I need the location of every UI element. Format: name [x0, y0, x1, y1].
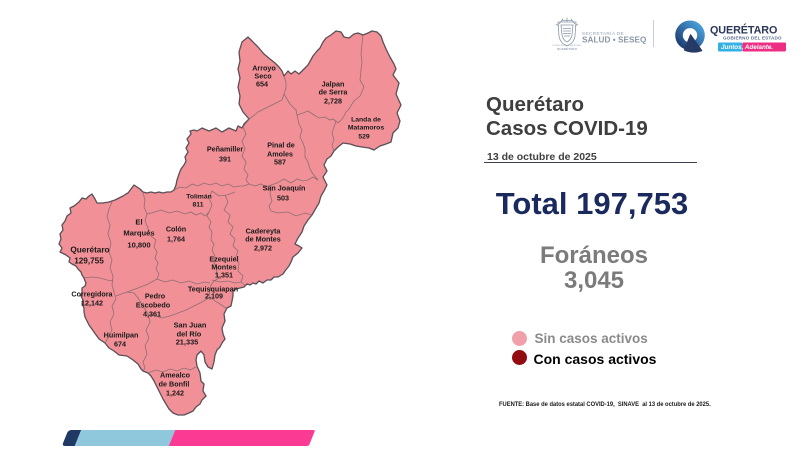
svg-text:Pedro: Pedro: [145, 292, 166, 301]
svg-text:1,764: 1,764: [167, 235, 185, 244]
svg-text:Escobedo: Escobedo: [136, 301, 171, 310]
svg-text:Amoles: Amoles: [267, 150, 293, 159]
svg-text:Marqués: Marqués: [123, 229, 154, 238]
svg-text:QUERÉTARO: QUERÉTARO: [710, 24, 777, 37]
svg-text:21,335: 21,335: [176, 338, 199, 347]
svg-text:Arroyo: Arroyo: [252, 64, 276, 73]
svg-text:Corregidora: Corregidora: [71, 290, 113, 299]
svg-text:SALUD • SESEQ: SALUD • SESEQ: [582, 35, 647, 44]
svg-text:SECRETARÍA DE: SECRETARÍA DE: [582, 30, 624, 36]
svg-text:2,728: 2,728: [324, 97, 342, 106]
svg-text:Jalpan: Jalpan: [322, 80, 345, 89]
svg-text:Matamoros: Matamoros: [348, 125, 384, 132]
svg-text:Montes: Montes: [211, 263, 236, 272]
svg-text:Tequisquiapan: Tequisquiapan: [188, 285, 238, 294]
svg-text:2,109: 2,109: [205, 292, 223, 301]
svg-text:San Juan: San Juan: [174, 321, 207, 330]
svg-text:391: 391: [219, 155, 231, 164]
svg-text:Peñamiller: Peñamiller: [207, 145, 244, 154]
svg-text:San Joaquín: San Joaquín: [263, 184, 306, 193]
svg-text:Amealco: Amealco: [160, 371, 191, 380]
svg-text:129,755: 129,755: [74, 257, 104, 266]
svg-text:Querétaro: Querétaro: [70, 246, 109, 255]
svg-text:10,800: 10,800: [127, 241, 150, 250]
svg-text:de Montes: de Montes: [245, 235, 281, 244]
svg-text:Tolimán: Tolimán: [186, 194, 212, 201]
svg-text:12,142: 12,142: [81, 299, 103, 308]
svg-text:2,972: 2,972: [254, 244, 272, 253]
svg-text:1,242: 1,242: [166, 389, 184, 398]
svg-text:Ezequiel: Ezequiel: [209, 255, 238, 264]
svg-text:QUERÉTARO: QUERÉTARO: [557, 46, 578, 51]
svg-text:503: 503: [277, 194, 289, 203]
svg-text:674: 674: [114, 340, 126, 349]
svg-text:587: 587: [274, 158, 286, 167]
svg-text:del Río: del Río: [177, 330, 202, 339]
svg-text:4,361: 4,361: [143, 310, 161, 319]
svg-text:529: 529: [358, 134, 370, 141]
svg-text:Landa de: Landa de: [351, 117, 381, 124]
svg-text:Adelante.: Adelante.: [744, 44, 774, 51]
svg-text:Juntos,: Juntos,: [721, 44, 744, 51]
svg-text:El: El: [135, 218, 142, 227]
svg-text:Pinal de: Pinal de: [267, 141, 295, 150]
svg-text:de Serra: de Serra: [319, 88, 349, 97]
svg-text:Colón: Colón: [166, 225, 186, 234]
svg-text:811: 811: [193, 202, 204, 209]
svg-text:Huimilpan: Huimilpan: [104, 331, 139, 340]
svg-text:Cadereyta: Cadereyta: [246, 227, 282, 236]
svg-text:PODER EJECUTIVO DEL ESTADO: PODER EJECUTIVO DEL ESTADO: [552, 44, 582, 47]
svg-text:1,351: 1,351: [215, 271, 233, 280]
svg-text:GOBIERNO DEL ESTADO: GOBIERNO DEL ESTADO: [723, 35, 782, 40]
svg-text:654: 654: [256, 80, 268, 89]
svg-text:de Bonfil: de Bonfil: [159, 380, 190, 389]
svg-text:Seco: Seco: [254, 72, 272, 81]
